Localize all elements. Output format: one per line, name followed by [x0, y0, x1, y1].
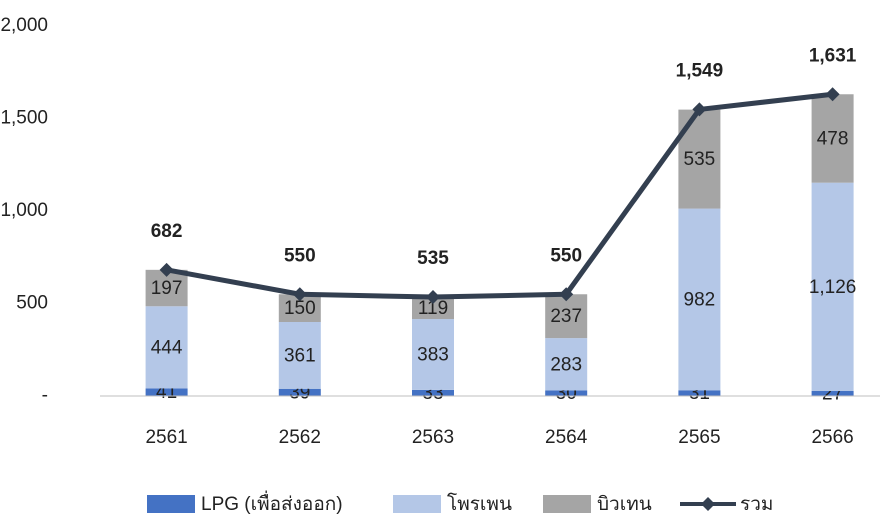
data-label: 444 [151, 337, 183, 358]
legend-label: รวม [740, 494, 773, 515]
legend-swatch [543, 495, 591, 513]
bar-segment [412, 319, 454, 390]
total-label: 1,631 [809, 45, 857, 66]
total-label: 1,549 [676, 60, 724, 81]
bar-segment [278, 388, 321, 396]
x-tick-label: 2565 [678, 427, 720, 448]
bar-segment [678, 390, 721, 396]
y-tick-label: - [42, 385, 48, 406]
bar-segment [545, 294, 588, 339]
legend-label: LPG (เพื่อส่งออก) [201, 490, 343, 515]
data-label: 478 [817, 128, 849, 149]
bar-segment [545, 390, 588, 396]
bar-segment [811, 182, 854, 392]
bar-segment [145, 388, 188, 396]
bar-segment [811, 94, 854, 183]
legend-swatch [147, 495, 195, 513]
y-tick-label: 1,500 [0, 108, 48, 129]
x-tick-label: 2564 [545, 427, 588, 448]
total-label: 535 [417, 248, 449, 269]
data-label: 361 [284, 345, 316, 366]
total-marker [292, 287, 307, 302]
y-tick-label: 2,000 [0, 15, 48, 36]
legend-swatch [393, 495, 441, 513]
y-tick-label: 500 [16, 293, 48, 314]
y-tick-label: 1,000 [0, 200, 48, 221]
total-label: 550 [550, 245, 582, 266]
data-label: 283 [550, 354, 582, 375]
legend-marker [701, 497, 715, 511]
x-tick-label: 2566 [811, 427, 853, 448]
bar-segment [412, 297, 454, 320]
bar-segment [278, 322, 321, 389]
data-label: 982 [684, 289, 716, 310]
data-label: 383 [417, 344, 449, 365]
data-label: 237 [550, 306, 582, 327]
data-label: 1,126 [809, 277, 857, 298]
bar-segment [412, 389, 454, 396]
bar-segment [811, 391, 854, 396]
x-tick-label: 2561 [145, 427, 187, 448]
data-label: 535 [684, 149, 716, 170]
total-marker [159, 262, 174, 277]
legend-label: บิวเทน [597, 494, 652, 515]
x-tick-label: 2562 [279, 427, 321, 448]
bar-segment [678, 208, 721, 391]
legend-label: โพรเพน [447, 492, 512, 515]
x-tick-label: 2563 [412, 427, 454, 448]
data-label: 197 [151, 278, 183, 299]
bar-segment [145, 306, 188, 389]
total-marker [426, 290, 440, 305]
data-label: 150 [284, 298, 316, 319]
total-marker [825, 87, 840, 102]
data-label: 119 [418, 298, 448, 319]
total-line [166, 91, 833, 300]
total-label: 550 [284, 245, 316, 266]
total-label: 682 [151, 221, 183, 242]
total-marker [559, 287, 574, 302]
bar-segment [545, 338, 588, 391]
total-marker [692, 102, 707, 117]
